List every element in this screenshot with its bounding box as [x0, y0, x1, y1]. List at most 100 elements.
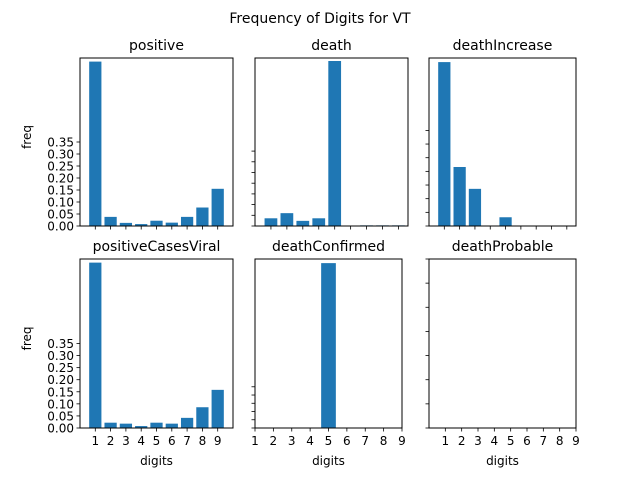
bar-deathIncrease-2 — [453, 166, 466, 226]
subplot-title: deathConfirmed — [272, 239, 385, 255]
bar-positiveCasesViral-3 — [119, 423, 133, 428]
y-tick-label: 0.15 — [47, 184, 74, 198]
subplot-deathIncrease: deathIncrease — [425, 38, 577, 230]
subplot-title: positive — [129, 38, 184, 54]
y-tick-label: 0.35 — [47, 337, 74, 351]
bar-positive-5 — [150, 220, 163, 226]
bar-death-4 — [312, 218, 326, 226]
x-tick-label: 8 — [556, 434, 564, 448]
x-tick-label: 6 — [343, 434, 351, 448]
bars — [89, 262, 224, 428]
bar-deathIncrease-1 — [438, 62, 451, 226]
axes-frame — [254, 57, 409, 227]
y-tick-label: 0.30 — [47, 349, 74, 363]
subplot-positive: 0.000.050.100.150.200.250.300.35 positive… — [20, 38, 234, 234]
y-axis-label: freq — [20, 125, 34, 149]
bar-positive-1 — [89, 61, 102, 226]
x-tick-label: 2 — [107, 434, 115, 448]
y-tick-label: 0.25 — [47, 160, 74, 174]
x-tick-label: 8 — [199, 434, 207, 448]
bar-positiveCasesViral-4 — [135, 426, 148, 428]
x-tick-label: 1 — [91, 434, 99, 448]
y-tick-label: 0.25 — [47, 361, 74, 375]
y-tick-label: 0.05 — [47, 409, 74, 423]
bar-death-2 — [280, 213, 294, 226]
bars — [321, 263, 336, 428]
subplot-title: deathProbable — [452, 239, 554, 255]
bar-death-3 — [296, 220, 310, 226]
x-tick-label: 4 — [491, 434, 499, 448]
bar-positiveCasesViral-9 — [211, 389, 224, 428]
bar-positiveCasesViral-2 — [104, 422, 117, 428]
x-tick-label: 7 — [540, 434, 548, 448]
axes-frame — [428, 57, 577, 227]
subplot-death: death — [251, 38, 409, 230]
y-axis-label: freq — [20, 326, 34, 350]
y-tick-label: 0.20 — [47, 172, 74, 186]
x-tick-label: 3 — [122, 434, 130, 448]
bar-positiveCasesViral-8 — [196, 407, 209, 428]
x-tick-label: 7 — [361, 434, 369, 448]
x-tick-label: 5 — [325, 434, 333, 448]
x-tick-label: 3 — [474, 434, 482, 448]
x-tick-label: 9 — [398, 434, 406, 448]
x-tick-label: 1 — [251, 434, 259, 448]
bar-positive-7 — [180, 216, 194, 226]
bars — [89, 61, 224, 226]
subplot-title: positiveCasesViral — [93, 239, 221, 255]
bar-deathIncrease-3 — [468, 188, 482, 226]
x-tick-label: 5 — [507, 434, 515, 448]
x-tick-label: 2 — [270, 434, 278, 448]
subplot-deathConfirmed: 1 2 3 4 5 6 7 8 9 deathConfirmed digits — [251, 239, 406, 468]
y-tick-label: 0.30 — [47, 148, 74, 162]
bar-positive-8 — [196, 207, 209, 226]
x-tick-label: 6 — [523, 434, 531, 448]
axes-frame — [79, 57, 234, 227]
bar-positiveCasesViral-5 — [150, 422, 163, 428]
x-tick-label: 7 — [183, 434, 191, 448]
x-tick-label: 3 — [288, 434, 296, 448]
bar-positiveCasesViral-7 — [180, 417, 194, 428]
subplot-deathProbable: 1 2 3 4 5 6 7 8 9 deathProbable digits — [425, 239, 580, 468]
x-tick-label: 8 — [380, 434, 388, 448]
x-tick-label: 9 — [214, 434, 222, 448]
x-tick-label: 6 — [168, 434, 176, 448]
subplot-positiveCasesViral: 0.000.050.100.150.200.250.300.35 1 2 3 4 5 6 7 8… — [20, 239, 234, 468]
axes-frame — [79, 258, 234, 429]
x-tick-label: 2 — [458, 434, 466, 448]
y-tick-label: 0.10 — [47, 196, 74, 210]
bar-deathConfirmed-5 — [321, 263, 336, 428]
x-axis-label: digits — [486, 454, 519, 468]
y-tick-label: 0.15 — [47, 385, 74, 399]
y-tick-label: 0.10 — [47, 397, 74, 411]
bar-positive-3 — [119, 222, 133, 226]
x-axis-label: digits — [140, 454, 173, 468]
y-tick-label: 0.00 — [47, 422, 74, 436]
x-tick-label: 5 — [153, 434, 161, 448]
bar-deathIncrease-5 — [499, 217, 512, 226]
bar-positive-4 — [135, 224, 148, 226]
bars — [264, 60, 405, 226]
x-tick-label: 4 — [306, 434, 314, 448]
subplots: 0.000.050.100.150.200.250.300.35positive… — [20, 38, 580, 468]
subplot-title: death — [311, 38, 351, 54]
axes-frame — [428, 258, 577, 429]
y-tick-label: 0.20 — [47, 373, 74, 387]
x-tick-label: 9 — [572, 434, 580, 448]
bar-positive-9 — [211, 188, 224, 226]
bar-positive-2 — [104, 216, 117, 226]
bar-positive-6 — [165, 222, 178, 226]
x-tick-label: 1 — [442, 434, 450, 448]
subplot-title: deathIncrease — [453, 38, 553, 54]
y-tick-label: 0.00 — [47, 220, 74, 234]
bar-positiveCasesViral-6 — [165, 423, 178, 428]
bar-death-5 — [328, 60, 342, 226]
bars — [438, 62, 512, 226]
x-tick-label: 4 — [137, 434, 145, 448]
x-axis-label: digits — [312, 454, 345, 468]
bar-positiveCasesViral-1 — [89, 262, 102, 428]
figure-title: Frequency of Digits for VT — [229, 11, 411, 27]
y-tick-label: 0.05 — [47, 208, 74, 222]
bar-death-1 — [264, 218, 278, 226]
